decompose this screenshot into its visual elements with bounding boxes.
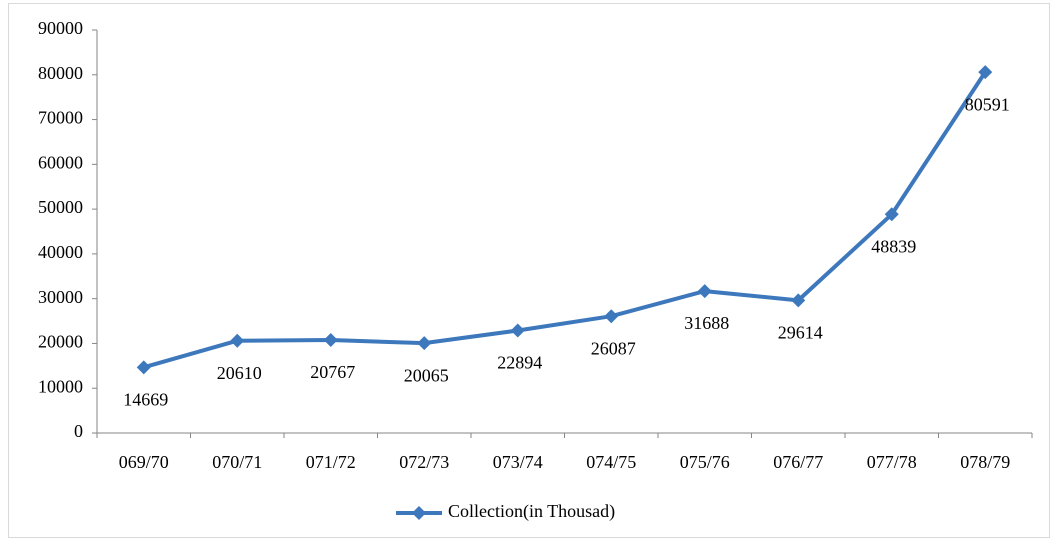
chart-frame [8, 3, 1050, 538]
data-label: 20610 [217, 363, 262, 383]
data-label: 26087 [591, 338, 636, 358]
y-tick-label: 0 [74, 421, 83, 441]
data-label: 14669 [123, 389, 168, 409]
data-point [791, 293, 806, 308]
data-point [136, 360, 151, 375]
x-tick-label: 077/78 [867, 452, 917, 472]
y-tick-label: 80000 [38, 63, 83, 83]
legend-marker [412, 506, 426, 520]
data-point [884, 207, 899, 222]
data-point [323, 333, 338, 348]
y-tick-label: 20000 [38, 332, 83, 352]
data-point [230, 333, 245, 348]
data-label: 48839 [871, 236, 916, 256]
data-label: 20065 [404, 365, 449, 385]
x-tick-label: 072/73 [399, 452, 449, 472]
data-point [978, 65, 993, 80]
x-tick-label: 073/74 [493, 452, 543, 472]
y-tick-label: 10000 [38, 376, 83, 396]
y-tick-label: 40000 [38, 242, 83, 262]
y-tick-label: 60000 [38, 152, 83, 172]
legend-label: Collection(in Thousad) [448, 501, 615, 522]
data-point [697, 284, 712, 299]
x-tick-label: 069/70 [119, 452, 169, 472]
y-tick-label: 70000 [38, 108, 83, 128]
data-label: 80591 [965, 94, 1010, 114]
data-point [604, 309, 619, 324]
data-point [510, 323, 525, 338]
series-line [143, 71, 987, 370]
x-tick-label: 078/79 [960, 452, 1010, 472]
x-tick-label: 075/76 [680, 452, 730, 472]
data-label: 22894 [497, 353, 542, 373]
data-label: 29614 [778, 323, 823, 343]
data-label: 20767 [310, 362, 355, 382]
x-tick-label: 076/77 [773, 452, 823, 472]
data-label: 31688 [684, 313, 729, 333]
x-tick-label: 071/72 [306, 452, 356, 472]
x-tick-label: 070/71 [212, 452, 262, 472]
x-tick-label: 074/75 [586, 452, 636, 472]
y-tick-label: 90000 [38, 18, 83, 38]
y-tick-label: 50000 [38, 197, 83, 217]
y-tick-label: 30000 [38, 287, 83, 307]
data-point [417, 336, 432, 351]
